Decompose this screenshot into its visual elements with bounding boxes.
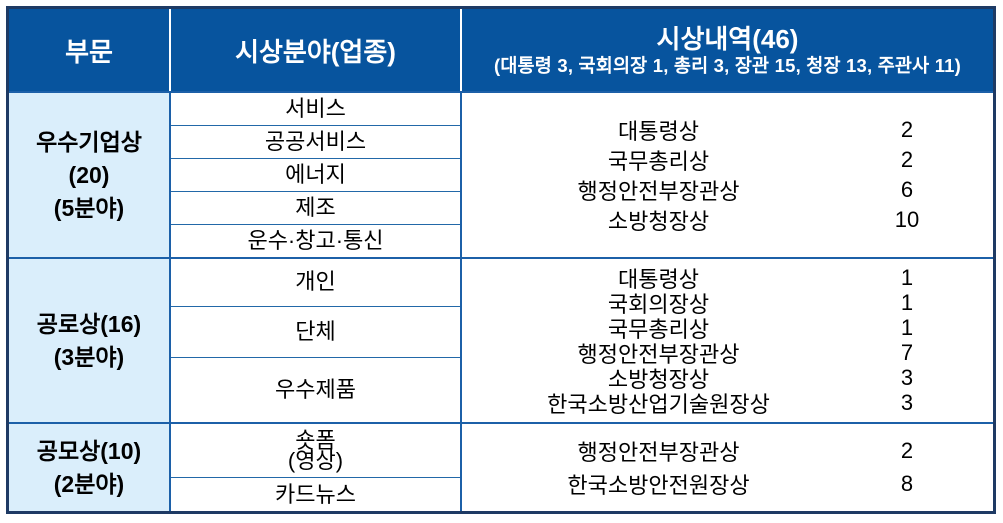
table-header-row: 부문 시상분야(업종) 시상내역(46) (대통령 3, 국회의장 1, 총리 …: [9, 9, 993, 93]
field-list: 개인 단체 우수제품: [171, 259, 462, 422]
award-name: 대통령상: [618, 267, 699, 292]
field-cell: 제조: [171, 192, 460, 225]
header-cell-division: 부문: [9, 9, 171, 91]
award-row: 대통령상 2: [462, 115, 993, 145]
award-name: 국회의장상: [607, 292, 710, 317]
award-row: 대통령상 1: [462, 265, 993, 292]
details-title: 시상내역(46): [656, 24, 799, 54]
award-name: 행정안전부장관상: [577, 179, 740, 204]
award-row: 국회의장상 1: [462, 290, 993, 317]
award-name: 국무총리상: [607, 149, 710, 174]
award-count: 3: [900, 390, 914, 415]
award-name: 행정안전부장관상: [577, 440, 740, 465]
award-row: 한국소방안전원장상 8: [462, 468, 993, 501]
award-name: 한국소방안전원장상: [567, 473, 750, 498]
award-count: 1: [900, 315, 914, 340]
group-contest-award: 공모상(10) (2분야) 숏폼 (영상) 카드뉴스 행정안전부장관상 2 한국…: [9, 424, 993, 511]
award-row: 행정안전부장관상 2: [462, 435, 993, 468]
award-count: 1: [900, 290, 914, 315]
award-name: 국무총리상: [607, 317, 710, 342]
award-count: 10: [894, 207, 920, 232]
category-cell: 우수기업상 (20) (5분야): [9, 93, 171, 257]
award-count: 6: [900, 177, 914, 202]
award-count: 2: [900, 147, 914, 172]
award-name: 소방청장상: [607, 367, 710, 392]
field-list: 서비스 공공서비스 에너지 제조 운수·창고·통신: [171, 93, 462, 257]
award-name: 한국소방산업기술원장상: [547, 392, 770, 417]
award-count: 7: [900, 340, 914, 365]
field-cell: 우수제품: [275, 376, 356, 402]
header-cell-field: 시상분야(업종): [171, 9, 462, 91]
award-row: 국무총리상 2: [462, 145, 993, 175]
award-count: 1: [900, 265, 914, 290]
award-row: 한국소방산업기술원장상 3: [462, 390, 993, 417]
field-cell: 단체: [171, 307, 460, 358]
award-count: 3: [900, 365, 914, 390]
details-subtitle: (대통령 3, 국회의장 1, 총리 3, 장관 15, 청장 13, 주관사 …: [493, 55, 962, 76]
award-row: 행정안전부장관상 6: [462, 175, 993, 205]
award-row: 국무총리상 1: [462, 315, 993, 342]
category-cell: 공모상(10) (2분야): [9, 424, 171, 511]
award-table: 부문 시상분야(업종) 시상내역(46) (대통령 3, 국회의장 1, 총리 …: [6, 6, 996, 514]
award-list: 행정안전부장관상 2 한국소방안전원장상 8: [462, 424, 993, 511]
field-cell: 에너지: [171, 159, 460, 192]
award-count: 8: [900, 471, 914, 496]
field-cell: 공공서비스: [171, 126, 460, 159]
field-cell: 운수·창고·통신: [247, 228, 384, 253]
award-row: 소방청장상 3: [462, 365, 993, 392]
field-cell: 숏폼 (영상): [171, 424, 460, 479]
group-excellent-company: 우수기업상 (20) (5분야) 서비스 공공서비스 에너지 제조 운수·창고·…: [9, 93, 993, 259]
field-list: 숏폼 (영상) 카드뉴스: [171, 424, 462, 511]
award-row: 행정안전부장관상 7: [462, 340, 993, 367]
award-list: 대통령상 2 국무총리상 2 행정안전부장관상 6 소방청장상 10: [462, 93, 993, 257]
award-name: 행정안전부장관상: [577, 342, 740, 367]
field-cell: 카드뉴스: [275, 481, 356, 507]
award-row: 소방청장상 10: [462, 205, 993, 235]
award-count: 2: [900, 438, 914, 463]
field-cell: 서비스: [171, 93, 460, 126]
category-cell: 공로상(16) (3분야): [9, 259, 171, 422]
group-merit-award: 공로상(16) (3분야) 개인 단체 우수제품 대통령상 1 국회의장상 1 …: [9, 259, 993, 424]
field-cell: 개인: [171, 259, 460, 307]
award-name: 대통령상: [618, 119, 699, 144]
header-cell-details: 시상내역(46) (대통령 3, 국회의장 1, 총리 3, 장관 15, 청장…: [462, 9, 993, 91]
award-name: 소방청장상: [607, 209, 710, 234]
award-list: 대통령상 1 국회의장상 1 국무총리상 1 행정안전부장관상 7 소방청장상: [462, 259, 993, 422]
award-count: 2: [900, 117, 914, 142]
